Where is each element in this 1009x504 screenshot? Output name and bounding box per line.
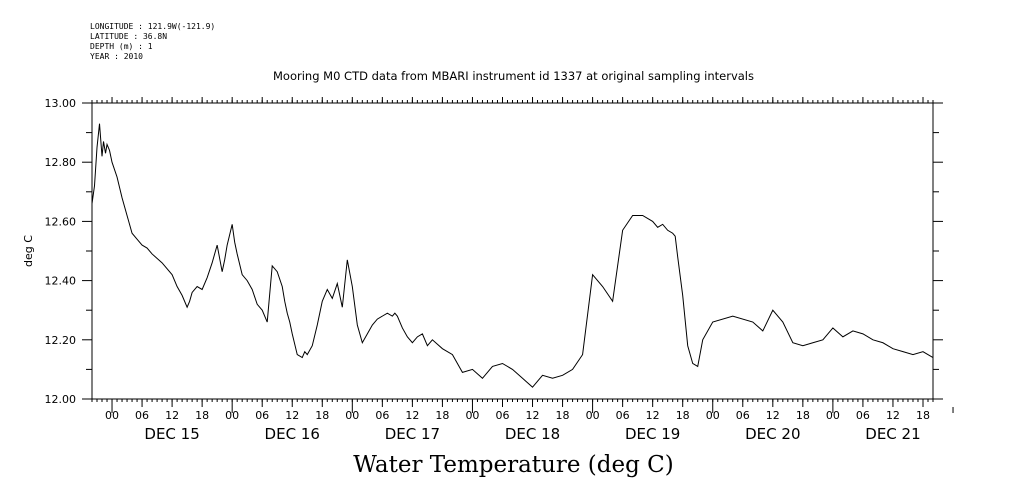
temperature-series-line (91, 123, 934, 388)
bottom-title: Water Temperature (deg C) (353, 452, 674, 478)
y-tick-label: 12.00 (45, 393, 77, 406)
x-hour-label: 00 (465, 409, 479, 422)
x-hour-label: 18 (435, 409, 449, 422)
x-hour-label: 06 (135, 409, 149, 422)
y-axis-label: deg C (22, 235, 35, 267)
y-tick-label: 12.80 (45, 156, 77, 169)
y-tick-label: 12.20 (45, 334, 77, 347)
x-hour-label: 18 (916, 409, 930, 422)
x-hour-label: 12 (886, 409, 900, 422)
depth-text: DEPTH (m) : 1 (90, 42, 153, 51)
latitude-text: LATITUDE : 36.8N (90, 32, 168, 41)
x-day-label: DEC 17 (385, 425, 440, 443)
x-hour-label: 18 (315, 409, 329, 422)
x-hour-label: 06 (736, 409, 750, 422)
x-hour-label: 06 (856, 409, 870, 422)
x-day-label: DEC 20 (745, 425, 800, 443)
longitude-text: LONGITUDE : 121.9W(-121.9) (90, 22, 216, 31)
x-hour-label: 12 (526, 409, 540, 422)
x-hour-label: 00 (225, 409, 239, 422)
x-hour-label: 12 (165, 409, 179, 422)
x-hour-label: 06 (255, 409, 269, 422)
year-text: YEAR : 2010 (90, 52, 143, 61)
x-hour-label: 00 (586, 409, 600, 422)
x-hour-label: 00 (345, 409, 359, 422)
x-hour-label: 12 (766, 409, 780, 422)
x-day-label: DEC 19 (625, 425, 680, 443)
x-hour-label: 00 (105, 409, 119, 422)
metadata-block: LONGITUDE : 121.9W(-121.9) LATITUDE : 36… (90, 22, 215, 62)
x-hour-label: 18 (796, 409, 810, 422)
x-hour-label: 18 (556, 409, 570, 422)
chart-title: Mooring M0 CTD data from MBARI instrumen… (273, 69, 754, 83)
y-tick-label: 12.60 (45, 215, 77, 228)
x-hour-label: 06 (495, 409, 509, 422)
x-hour-label: 06 (375, 409, 389, 422)
x-hour-label: 12 (405, 409, 419, 422)
x-day-label: DEC 15 (144, 425, 199, 443)
x-hour-label: 00 (706, 409, 720, 422)
x-hour-label: 12 (285, 409, 299, 422)
x-hour-label: 12 (646, 409, 660, 422)
x-hour-label: 18 (676, 409, 690, 422)
y-tick-label: 12.40 (45, 275, 77, 288)
x-hour-label: 00 (826, 409, 840, 422)
x-hour-label: 06 (616, 409, 630, 422)
x-day-label: DEC 18 (505, 425, 560, 443)
x-day-label: DEC 16 (265, 425, 320, 443)
y-tick-label: 13.00 (45, 97, 77, 110)
x-day-label: DEC 21 (865, 425, 920, 443)
x-hour-label: 18 (195, 409, 209, 422)
